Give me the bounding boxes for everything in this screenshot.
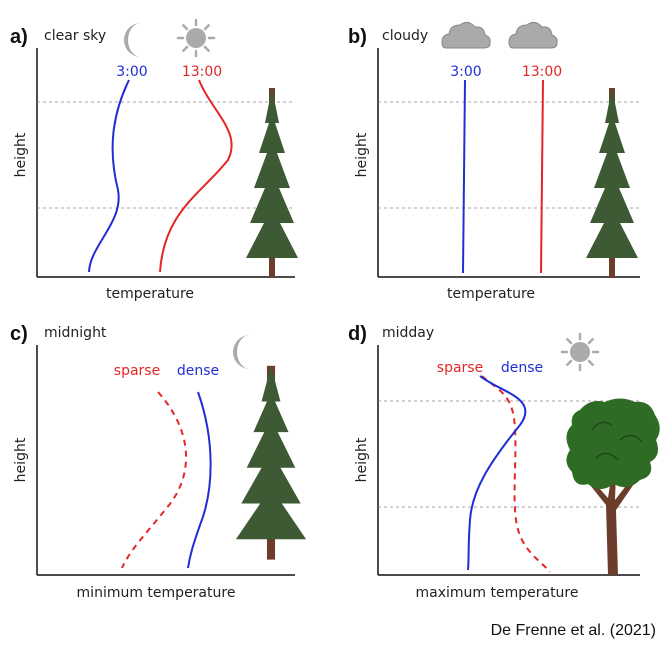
- panel-title: midnight: [44, 325, 107, 341]
- line-label-3am: 3:00: [116, 64, 147, 80]
- conifer-tree-icon: [586, 88, 638, 278]
- y-axis-label: height: [13, 437, 29, 482]
- line-label-dense: dense: [501, 360, 543, 376]
- panel-b: b) cloudy height temperature 3:00 13:00: [348, 21, 640, 302]
- panel-a: a) clear sky height temperature 3:00 13:…: [10, 18, 298, 302]
- sun-icon: [560, 332, 600, 372]
- line-label-sparse: sparse: [437, 360, 483, 376]
- panel-letter: d): [348, 323, 367, 345]
- y-axis-label: height: [354, 437, 370, 482]
- line-label-dense: dense: [177, 363, 219, 379]
- profile-line-sparse: [121, 391, 187, 569]
- x-axis-label: minimum temperature: [77, 585, 236, 601]
- profile-line-dense: [187, 391, 212, 569]
- y-axis-label: height: [13, 132, 29, 177]
- panel-d: d) midday height maximum temperature spa…: [348, 323, 660, 601]
- profile-line-3am: [88, 79, 130, 273]
- line-label-3am: 3:00: [450, 64, 481, 80]
- conifer-tree-icon: [246, 88, 298, 278]
- panel-c: c) midnight height minimum temperature s…: [10, 323, 307, 601]
- panel-title: midday: [382, 325, 434, 341]
- moon-icon: [124, 23, 141, 57]
- x-axis-label: maximum temperature: [416, 585, 579, 601]
- x-axis-label: temperature: [447, 286, 535, 302]
- sun-icon: [176, 18, 216, 58]
- panel-letter: c): [10, 323, 28, 345]
- moon-icon: [233, 335, 250, 369]
- x-axis-label: temperature: [106, 286, 194, 302]
- line-label-1pm: 13:00: [522, 64, 562, 80]
- panel-title: clear sky: [44, 28, 106, 44]
- profile-line-3am: [462, 79, 466, 274]
- panel-title: cloudy: [382, 28, 428, 44]
- deciduous-tree-icon: [566, 398, 660, 575]
- panel-letter: a): [10, 26, 28, 48]
- panel-letter: b): [348, 26, 367, 48]
- cloud-sun-icon: [508, 21, 558, 49]
- profile-line-sparse: [481, 375, 551, 573]
- profile-line-1pm: [159, 79, 233, 273]
- conifer-tree-icon: [235, 365, 307, 560]
- profile-line-1pm: [540, 79, 544, 274]
- line-label-1pm: 13:00: [182, 64, 222, 80]
- line-label-sparse: sparse: [114, 363, 160, 379]
- profile-line-dense: [467, 375, 527, 571]
- cloud-moon-icon: [441, 21, 491, 49]
- citation-credit: De Frenne et al. (2021): [490, 622, 656, 639]
- y-axis-label: height: [354, 132, 370, 177]
